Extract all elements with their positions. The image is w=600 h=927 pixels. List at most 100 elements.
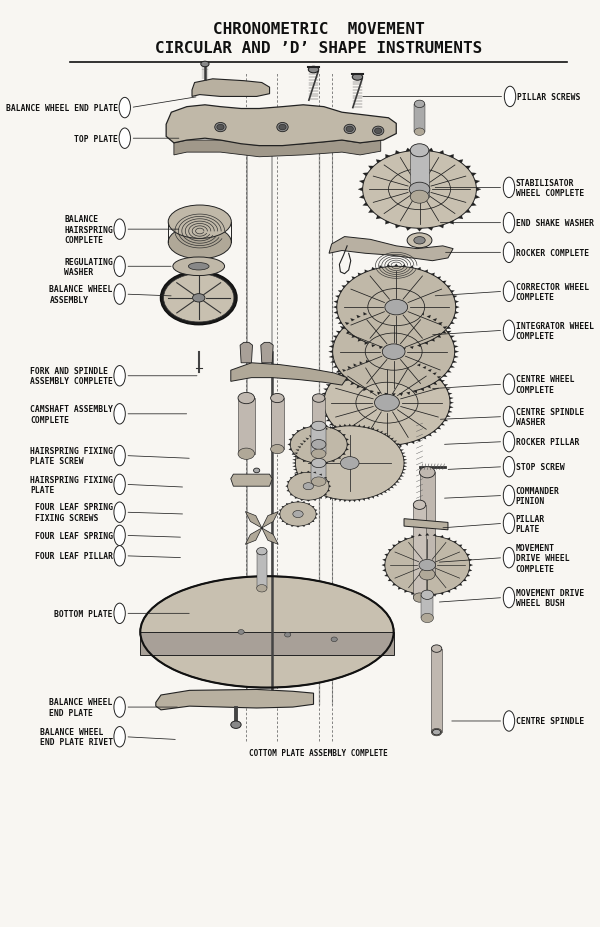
Polygon shape — [352, 336, 356, 338]
Polygon shape — [452, 361, 457, 363]
Polygon shape — [406, 309, 410, 312]
Polygon shape — [346, 439, 349, 441]
Polygon shape — [329, 351, 332, 353]
Circle shape — [503, 407, 515, 427]
Circle shape — [114, 475, 125, 495]
Ellipse shape — [201, 62, 209, 68]
Polygon shape — [322, 411, 326, 413]
Polygon shape — [301, 500, 304, 502]
Polygon shape — [358, 425, 361, 427]
Circle shape — [503, 514, 515, 534]
Polygon shape — [291, 502, 294, 503]
Polygon shape — [319, 475, 322, 476]
Polygon shape — [311, 464, 326, 482]
Polygon shape — [333, 307, 337, 309]
Ellipse shape — [421, 614, 433, 623]
Polygon shape — [413, 505, 426, 598]
Circle shape — [503, 243, 515, 263]
Polygon shape — [398, 359, 401, 362]
Circle shape — [503, 711, 515, 731]
Polygon shape — [337, 373, 341, 375]
Polygon shape — [309, 436, 312, 438]
Polygon shape — [417, 268, 421, 271]
Circle shape — [503, 321, 515, 341]
Ellipse shape — [279, 125, 286, 131]
Polygon shape — [306, 438, 309, 440]
Polygon shape — [278, 514, 280, 515]
Text: END SHAKE WASHER: END SHAKE WASHER — [516, 219, 594, 228]
Polygon shape — [386, 265, 391, 268]
Polygon shape — [362, 203, 368, 207]
Ellipse shape — [238, 630, 244, 634]
Polygon shape — [403, 456, 406, 458]
Text: BOTTOM PLATE: BOTTOM PLATE — [54, 609, 113, 618]
Polygon shape — [166, 106, 396, 146]
Polygon shape — [294, 453, 298, 454]
Ellipse shape — [410, 191, 429, 204]
Polygon shape — [391, 438, 394, 440]
Polygon shape — [362, 425, 365, 428]
Circle shape — [114, 502, 125, 523]
Polygon shape — [310, 425, 313, 427]
Text: BALANCE WHEEL
ASSEMBLY: BALANCE WHEEL ASSEMBLY — [49, 286, 113, 304]
Ellipse shape — [293, 511, 303, 518]
Polygon shape — [320, 407, 325, 409]
Polygon shape — [302, 484, 306, 486]
Ellipse shape — [413, 501, 426, 510]
Circle shape — [114, 257, 125, 277]
Polygon shape — [324, 477, 327, 479]
Polygon shape — [313, 472, 316, 474]
Ellipse shape — [173, 258, 224, 276]
Polygon shape — [364, 312, 367, 316]
Polygon shape — [330, 426, 332, 429]
Ellipse shape — [433, 730, 441, 735]
Polygon shape — [433, 534, 436, 537]
Polygon shape — [382, 569, 386, 572]
Polygon shape — [322, 393, 326, 396]
Polygon shape — [398, 447, 402, 449]
Polygon shape — [447, 538, 450, 540]
Polygon shape — [448, 411, 452, 413]
Polygon shape — [286, 524, 289, 526]
Polygon shape — [245, 512, 262, 528]
Ellipse shape — [277, 123, 288, 133]
Text: REGULATING
WASHER: REGULATING WASHER — [64, 258, 113, 276]
Polygon shape — [293, 469, 296, 471]
Polygon shape — [337, 457, 341, 459]
Polygon shape — [343, 370, 346, 373]
Circle shape — [114, 697, 125, 717]
Polygon shape — [450, 337, 455, 338]
Polygon shape — [320, 398, 325, 400]
Polygon shape — [449, 222, 454, 225]
Polygon shape — [329, 237, 453, 261]
Polygon shape — [455, 301, 459, 304]
Polygon shape — [458, 583, 462, 586]
Polygon shape — [392, 308, 395, 311]
Polygon shape — [271, 399, 284, 450]
Polygon shape — [437, 427, 441, 430]
Circle shape — [505, 87, 516, 108]
Ellipse shape — [160, 272, 237, 325]
Polygon shape — [315, 510, 317, 512]
Ellipse shape — [431, 729, 442, 736]
Polygon shape — [313, 399, 325, 445]
Text: CIRCULAR AND ʼDʼ SHAPE INSTRUMENTS: CIRCULAR AND ʼDʼ SHAPE INSTRUMENTS — [155, 41, 482, 56]
Ellipse shape — [254, 468, 260, 473]
Ellipse shape — [407, 234, 432, 248]
Polygon shape — [317, 425, 320, 426]
Polygon shape — [286, 486, 288, 488]
Ellipse shape — [344, 125, 355, 134]
Polygon shape — [309, 489, 312, 491]
Polygon shape — [262, 528, 278, 545]
Polygon shape — [410, 266, 413, 269]
Ellipse shape — [271, 394, 284, 403]
Polygon shape — [443, 375, 447, 377]
Polygon shape — [362, 499, 365, 502]
Polygon shape — [337, 431, 341, 433]
Text: PILLAR SCREWS: PILLAR SCREWS — [517, 93, 580, 102]
Polygon shape — [335, 425, 337, 428]
Polygon shape — [444, 385, 448, 387]
Polygon shape — [433, 383, 437, 386]
Polygon shape — [428, 434, 431, 437]
Circle shape — [114, 366, 125, 387]
